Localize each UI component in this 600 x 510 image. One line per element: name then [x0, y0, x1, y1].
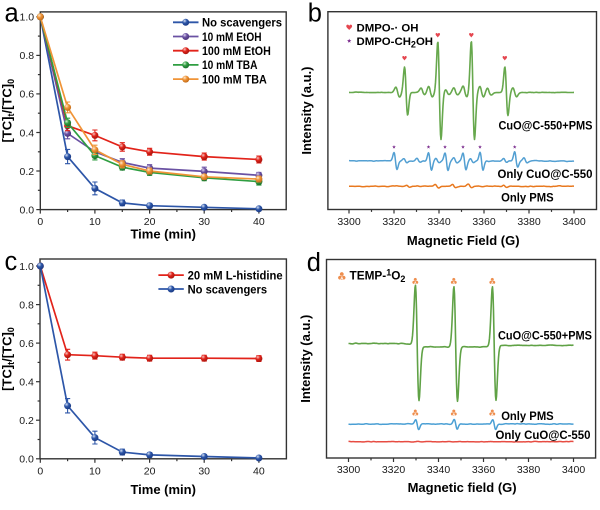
- svg-text:0.2: 0.2: [19, 166, 34, 178]
- svg-text:Only PMS: Only PMS: [501, 409, 554, 423]
- svg-text:0.4: 0.4: [19, 376, 34, 388]
- svg-text:10: 10: [89, 216, 101, 228]
- svg-text:10 mM TBA: 10 mM TBA: [202, 58, 258, 72]
- svg-text:3380: 3380: [517, 464, 541, 476]
- svg-text:3320: 3320: [382, 216, 406, 228]
- svg-text:No scavengers: No scavengers: [202, 16, 282, 30]
- svg-text:Magnetic Field (G): Magnetic Field (G): [407, 233, 520, 248]
- svg-text:1.0: 1.0: [19, 261, 34, 273]
- svg-text:30: 30: [198, 465, 210, 477]
- svg-text:20 mM L-histidine: 20 mM L-histidine: [188, 268, 283, 282]
- svg-text:0.0: 0.0: [19, 454, 34, 466]
- svg-text:1.0: 1.0: [19, 12, 34, 24]
- svg-text:40: 40: [253, 465, 265, 477]
- svg-text:CuO@C-550+PMS: CuO@C-550+PMS: [499, 119, 593, 133]
- svg-text:CuO@C-550+PMS: CuO@C-550+PMS: [498, 328, 592, 342]
- svg-text:Only CuO@C-550: Only CuO@C-550: [498, 167, 593, 181]
- svg-text:10 mM EtOH: 10 mM EtOH: [202, 30, 262, 44]
- svg-text:3320: 3320: [382, 464, 406, 476]
- svg-text:Time (min): Time (min): [130, 482, 196, 497]
- svg-text:c: c: [5, 248, 18, 276]
- svg-text:[TC]t/[TC]0: [TC]t/[TC]0: [0, 327, 16, 391]
- svg-text:3360: 3360: [472, 464, 496, 476]
- svg-text:d: d: [307, 249, 321, 277]
- svg-text:10: 10: [89, 465, 101, 477]
- svg-text:TEMP-1O2: TEMP-1O2: [350, 267, 406, 284]
- svg-text:0.8: 0.8: [19, 50, 34, 62]
- svg-text:0: 0: [37, 216, 43, 228]
- svg-text:0.2: 0.2: [19, 415, 34, 427]
- svg-text:Only CuO@C-550: Only CuO@C-550: [496, 428, 591, 442]
- svg-text:3400: 3400: [562, 464, 586, 476]
- svg-text:a: a: [5, 0, 20, 27]
- svg-text:Magnetic field (G): Magnetic field (G): [408, 480, 517, 495]
- svg-text:30: 30: [198, 216, 210, 228]
- svg-text:3340: 3340: [427, 216, 451, 228]
- svg-text:3300: 3300: [337, 464, 361, 476]
- svg-text:0.6: 0.6: [19, 338, 34, 350]
- svg-text:3340: 3340: [427, 464, 451, 476]
- svg-text:0.8: 0.8: [19, 299, 34, 311]
- svg-text:Intensity (a.u.): Intensity (a.u.): [298, 315, 313, 403]
- svg-text:Only PMS: Only PMS: [501, 190, 554, 204]
- svg-text:0.6: 0.6: [19, 89, 34, 101]
- svg-text:3400: 3400: [562, 216, 586, 228]
- svg-text:100 mM TBA: 100 mM TBA: [202, 72, 267, 86]
- svg-text:b: b: [308, 0, 322, 27]
- svg-text:DMPO-CH2OH: DMPO-CH2OH: [357, 36, 434, 50]
- svg-text:3380: 3380: [517, 216, 541, 228]
- svg-text:20: 20: [144, 216, 156, 228]
- svg-text:DMPO-· OH: DMPO-· OH: [357, 23, 419, 35]
- svg-text:0: 0: [37, 465, 43, 477]
- svg-text:0.0: 0.0: [19, 204, 34, 216]
- svg-text:3360: 3360: [472, 216, 496, 228]
- svg-text:Intensity (a.u.): Intensity (a.u.): [299, 67, 314, 155]
- svg-text:20: 20: [144, 465, 156, 477]
- svg-text:100 mM EtOH: 100 mM EtOH: [202, 44, 271, 58]
- svg-text:[TC]t/[TC]0: [TC]t/[TC]0: [0, 79, 16, 143]
- svg-text:3300: 3300: [337, 216, 361, 228]
- svg-text:0.4: 0.4: [19, 127, 34, 139]
- svg-text:No scavengers: No scavengers: [188, 282, 268, 296]
- svg-text:Time (min): Time (min): [130, 227, 196, 242]
- svg-text:40: 40: [253, 216, 265, 228]
